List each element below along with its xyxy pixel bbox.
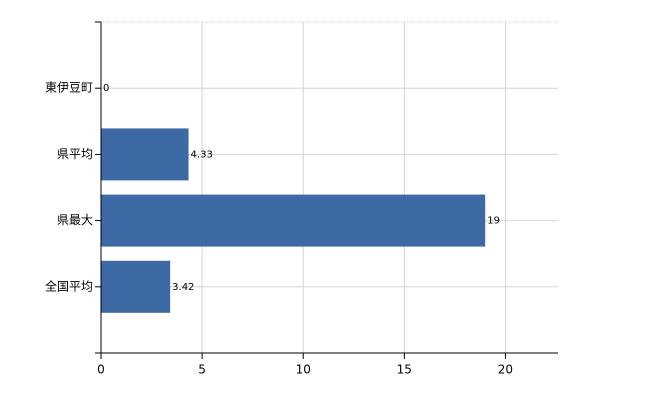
y-tick-label: 東伊豆町 [45, 81, 93, 95]
x-tick-label: 15 [397, 363, 412, 377]
x-tick-label: 0 [97, 363, 105, 377]
value-label: 3.42 [172, 282, 194, 293]
x-tick-label: 10 [296, 363, 311, 377]
bar [101, 194, 486, 247]
bar [101, 260, 171, 313]
x-tick-label: 5 [198, 363, 206, 377]
x-tick-label: 20 [498, 363, 513, 377]
y-tick-label: 全国平均 [45, 278, 93, 293]
bar [101, 128, 189, 181]
y-tick-label: 県平均 [57, 147, 93, 161]
value-label: 19 [487, 216, 500, 227]
value-label: 0 [103, 83, 109, 94]
y-tick-label: 県最大 [57, 213, 93, 227]
value-label: 4.33 [191, 149, 213, 160]
